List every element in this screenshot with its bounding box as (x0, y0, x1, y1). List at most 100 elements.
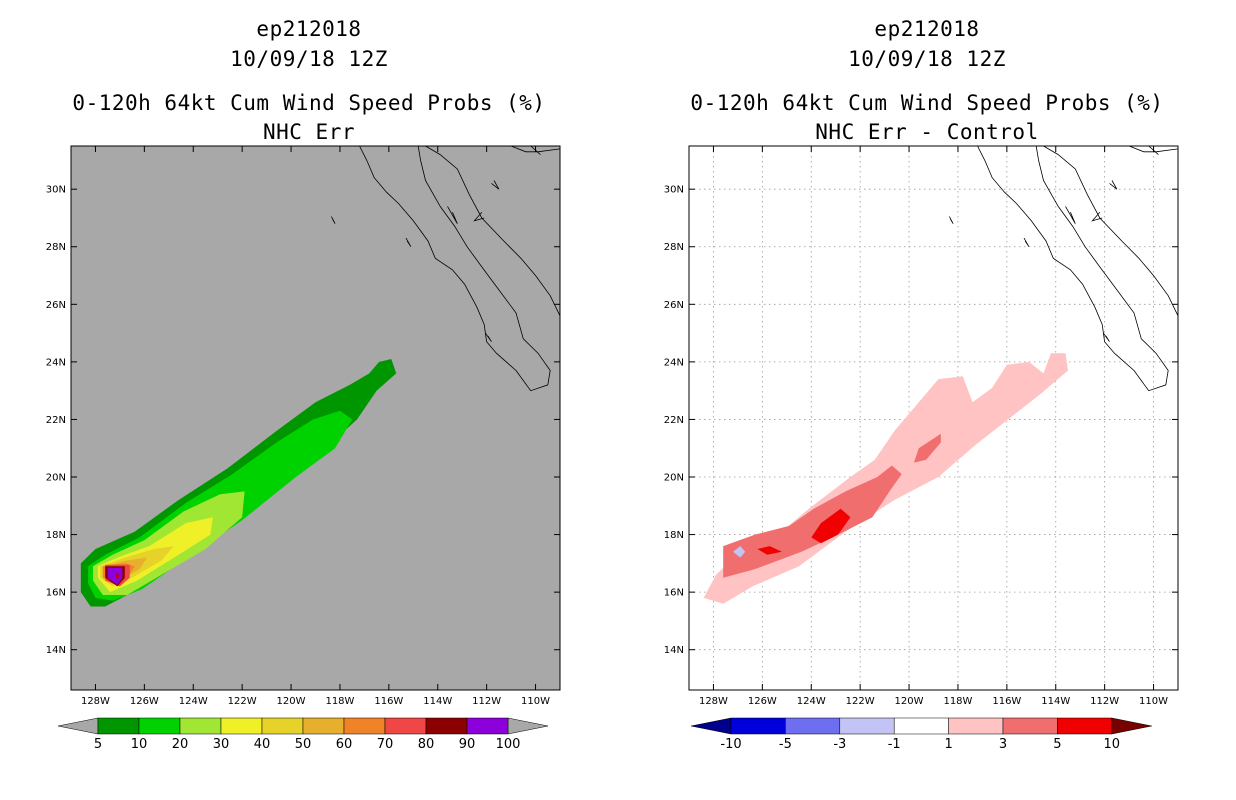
contour-level-neg1 (733, 546, 746, 558)
colorbar-label: 10 (131, 737, 148, 752)
product-title: 0-120h 64kt Cum Wind Speed Probs (%) (72, 91, 546, 115)
colorbar-swatch (785, 717, 841, 735)
colorbar-label: 10 (1104, 737, 1121, 752)
storm-center-marker (115, 574, 120, 579)
island-outline (447, 206, 458, 224)
colorbar-swatch (343, 717, 386, 735)
colorbar-label: 30 (213, 737, 230, 752)
island-outline (1091, 211, 1103, 222)
colorbar-swatch (138, 717, 181, 735)
coastline (1128, 146, 1178, 153)
x-tick-label: 122W (846, 696, 875, 707)
wind-prob-difference-chart: 14N 16N 18N 20N 22N 24N 26N 28N 30N 128W 126W 124W 1… (664, 145, 1179, 752)
y-tick-label: 22N (46, 415, 66, 426)
right-panel: ep212018 10/09/18 12Z 0-120h 64kt Cum Wi… (618, 0, 1236, 800)
plot-area (80, 146, 560, 607)
x-tick-label: 126W (130, 696, 159, 707)
y-tick-label: 28N (46, 242, 66, 253)
x-tick-label: 122W (228, 696, 257, 707)
plot-area (689, 146, 1178, 690)
coastline (1043, 146, 1178, 316)
y-tick-label: 18N (46, 530, 66, 541)
colorbar-under-triangle (690, 717, 732, 735)
y-tick-label: 20N (664, 473, 684, 484)
colorbar-under-triangle (57, 717, 99, 735)
colorbar-swatch (893, 717, 949, 735)
y-tick-label: 16N (664, 588, 684, 599)
colorbar-over-triangle (1111, 717, 1152, 735)
colorbar-swatch (1057, 717, 1113, 735)
x-tick-label: 120W (895, 696, 924, 707)
x-tick-label: 112W (1090, 696, 1119, 707)
x-tick-label: 112W (472, 696, 501, 707)
colorbar-label: 90 (459, 737, 476, 752)
island-outline (491, 180, 500, 190)
island-outline (331, 216, 336, 224)
contour-level-3 (913, 433, 941, 463)
contour-level-5 (757, 546, 782, 555)
x-tick-label: 124W (179, 696, 208, 707)
colorbar-swatch (948, 717, 1004, 735)
coastline (359, 146, 551, 392)
x-tick-label: 114W (423, 696, 452, 707)
coastline (425, 146, 560, 316)
island-outline (1109, 180, 1118, 190)
date-title: 10/09/18 12Z (848, 47, 1006, 71)
panel-subtitle: NHC Err (262, 120, 355, 144)
colorbar: -10 -5 -3 -1 1 3 5 10 (690, 717, 1152, 752)
colorbar-label: -5 (779, 737, 792, 752)
colorbar-swatch (1002, 717, 1058, 735)
colorbar-swatch (97, 717, 140, 735)
colorbar-label: 3 (999, 737, 1007, 752)
colorbar-swatch (302, 717, 345, 735)
island-outline (1065, 206, 1076, 224)
y-tick-label: 22N (664, 415, 684, 426)
storm-id-title: ep212018 (874, 17, 980, 41)
contour-level-5 (811, 508, 851, 544)
x-tick-label: 116W (374, 696, 403, 707)
coastline (510, 146, 560, 153)
left-panel: ep212018 10/09/18 12Z 0-120h 64kt Cum Wi… (46, 17, 561, 752)
colorbar-label: 5 (94, 737, 102, 752)
y-tick-label: 26N (46, 300, 66, 311)
product-title: 0-120h 64kt Cum Wind Speed Probs (%) (690, 91, 1164, 115)
plot-frame (70, 145, 561, 691)
y-tick-label: 14N (46, 645, 66, 656)
y-tick-label: 24N (664, 357, 684, 368)
x-tick-label: 116W (992, 696, 1021, 707)
y-tick-label: 20N (46, 473, 66, 484)
colorbar-swatch (730, 717, 786, 735)
x-tick-label: 118W (325, 696, 354, 707)
x-tick-label: 120W (277, 696, 306, 707)
colorbar-label: -1 (888, 737, 901, 752)
x-tick-label: 110W (1139, 696, 1168, 707)
x-tick-label: 118W (943, 696, 972, 707)
island-outline (949, 216, 954, 224)
colorbar-label: 40 (254, 737, 271, 752)
island-outline (1103, 332, 1110, 342)
colorbar-label: 1 (944, 737, 952, 752)
colorbar-over-triangle (507, 717, 549, 735)
plot-frame (688, 145, 1179, 691)
y-tick-label: 28N (664, 242, 684, 253)
y-tick-label: 30N (664, 185, 684, 196)
colorbar-label: 20 (172, 737, 189, 752)
date-title: 10/09/18 12Z (230, 47, 388, 71)
colorbar-label: 60 (336, 737, 353, 752)
panel-subtitle: NHC Err - Control (815, 120, 1039, 144)
x-tick-label: 124W (797, 696, 826, 707)
y-tick-label: 24N (46, 357, 66, 368)
wind-prob-chart: 14N 16N 18N 20N 22N 24N 26N 28N 30N 128W 126W 124W 1… (46, 145, 561, 752)
colorbar-label: 50 (295, 737, 312, 752)
island-outline (485, 332, 492, 342)
x-tick-label: 126W (748, 696, 777, 707)
colorbar-swatch (839, 717, 895, 735)
colorbar-label: 70 (377, 737, 394, 752)
colorbar-swatch (466, 717, 509, 735)
colorbar-label: 100 (496, 737, 521, 752)
colorbar-label: -10 (720, 737, 741, 752)
x-tick-label: 128W (81, 696, 110, 707)
y-tick-label: 18N (664, 530, 684, 541)
y-tick-label: 30N (46, 185, 66, 196)
y-tick-label: 26N (664, 300, 684, 311)
